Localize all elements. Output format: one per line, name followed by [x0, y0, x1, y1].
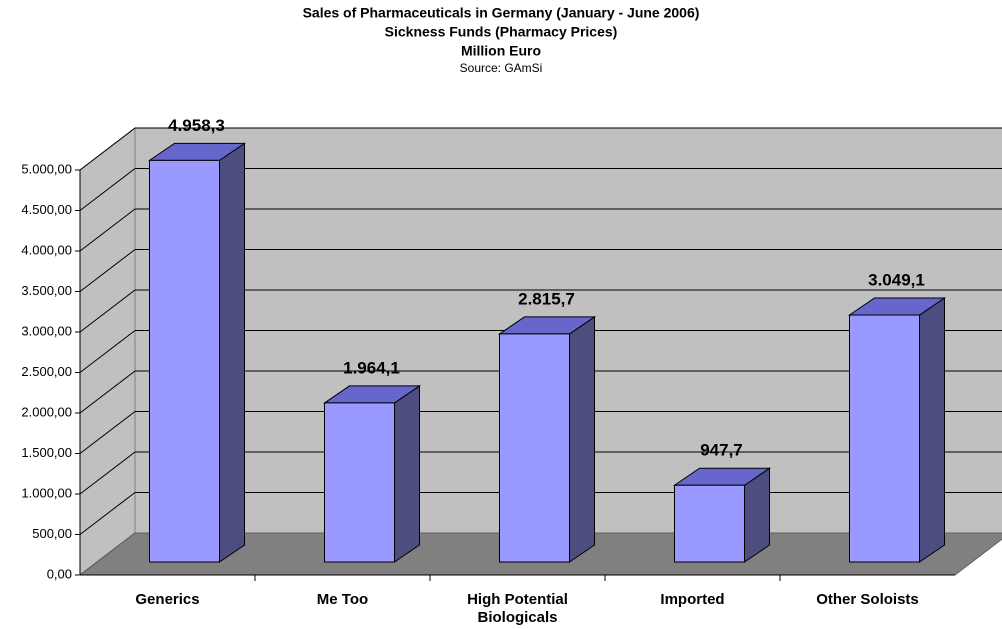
- data-label: 947,7: [700, 441, 743, 460]
- bar-side: [919, 297, 945, 563]
- grid-line: [79, 411, 136, 454]
- bar: [324, 402, 395, 563]
- grid-line: [79, 370, 136, 414]
- y-tick-label: 1.000,00: [21, 485, 72, 500]
- bar-side: [394, 384, 420, 563]
- bar: [149, 159, 220, 563]
- grid-line: [79, 127, 136, 171]
- y-tick-label: 1.500,00: [21, 445, 72, 460]
- bar: [849, 314, 920, 563]
- source: Source: GAmSi: [460, 61, 543, 75]
- y-tick-label: 4.000,00: [21, 242, 72, 257]
- bar-side: [569, 315, 595, 563]
- units-label: Million Euro: [461, 43, 541, 59]
- x-tick-label: High Potential Biologicals: [467, 591, 568, 626]
- x-tick-label: Generics: [135, 591, 200, 608]
- data-label: 1.964,1: [343, 358, 400, 377]
- y-tick-label: 500,00: [32, 526, 72, 541]
- x-tick-label: Imported: [660, 591, 725, 608]
- y-tick-label: 3.500,00: [21, 283, 72, 298]
- y-tick-label: 3.000,00: [21, 323, 72, 338]
- y-tick-label: 4.500,00: [21, 202, 72, 217]
- grid-line: [79, 330, 136, 373]
- chart-title: Sales of Pharmaceuticals in Germany (Jan…: [303, 5, 700, 21]
- data-label: 4.958,3: [168, 116, 225, 135]
- bar-side: [219, 142, 245, 563]
- x-tick-label: Me Too: [316, 591, 369, 608]
- grid-line: [79, 168, 136, 211]
- y-tick-label: 5.000,00: [21, 161, 72, 176]
- data-label: 3.049,1: [868, 271, 925, 290]
- bar: [499, 333, 570, 563]
- chart-subtitle: Sickness Funds (Pharmacy Prices): [385, 24, 618, 40]
- grid-line: [79, 249, 136, 292]
- grid-line: [79, 492, 136, 535]
- grid-line: [79, 451, 136, 495]
- y-tick-label: 2.500,00: [21, 364, 72, 379]
- y-tick-label: 2.000,00: [21, 404, 72, 419]
- data-label: 2.815,7: [518, 289, 575, 308]
- bar: [674, 484, 745, 563]
- grid-line: [79, 208, 136, 252]
- x-tick-label: Other Soloists: [816, 591, 919, 608]
- grid-line: [79, 289, 136, 333]
- y-tick-label: 0,00: [47, 566, 72, 581]
